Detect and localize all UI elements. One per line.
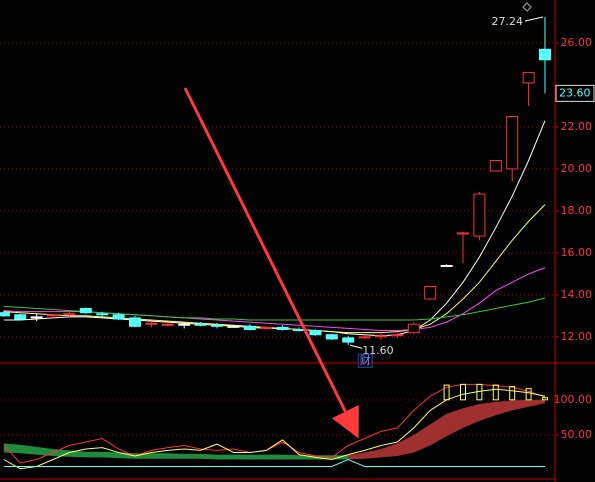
candle-body [342, 337, 355, 343]
moving-average [3, 204, 546, 334]
y-tick-label: 22.00 [561, 120, 593, 133]
candle-body [129, 317, 141, 327]
candle-body [506, 115, 519, 170]
y-tick-label: 50.00 [561, 428, 593, 441]
indicator-bar [492, 384, 499, 401]
candle-body [276, 326, 289, 330]
indicator-bar [509, 385, 516, 401]
candle-body [30, 316, 43, 319]
candle-body [63, 313, 76, 316]
candle-body [112, 314, 125, 320]
high-pointer [524, 16, 544, 22]
candle-body [473, 193, 486, 237]
candle-body [96, 313, 109, 316]
low-pointer [350, 344, 363, 349]
indicator-line [3, 388, 546, 470]
y-tick-label: 18.00 [561, 204, 593, 217]
candle-body [539, 48, 551, 61]
indicator-line [3, 383, 546, 464]
price-label: 23.60 [559, 86, 591, 99]
price-box [555, 84, 595, 102]
candle-body [194, 323, 207, 326]
indicator-bar [460, 383, 466, 401]
candle-body [14, 314, 27, 320]
candle-body [47, 314, 59, 317]
indicator-bar [542, 397, 548, 401]
y-tick-label: 16.00 [561, 246, 593, 259]
note-box [357, 353, 373, 368]
band-area [348, 399, 545, 460]
candle-body [211, 324, 223, 327]
candle-body [391, 334, 404, 337]
candle-body [358, 336, 371, 339]
candle-body [375, 335, 387, 338]
candle-body [227, 325, 240, 328]
candle-body [325, 334, 338, 340]
moving-average [3, 120, 546, 337]
candle-body [79, 307, 92, 314]
indicator-bar [443, 384, 450, 401]
candle-body [260, 326, 273, 329]
y-tick-label: 100.00 [554, 393, 593, 406]
red-arrow [183, 87, 359, 439]
candle-body [407, 323, 420, 334]
candle-body [145, 322, 158, 325]
candle-body [293, 328, 305, 332]
y-tick-label: 26.00 [561, 36, 593, 49]
candle-body [440, 264, 453, 267]
candle-body [0, 312, 10, 317]
candle-body [522, 71, 535, 84]
moving-average [3, 267, 546, 331]
moving-average [3, 297, 546, 321]
candle-body [161, 323, 174, 326]
candle-body [178, 323, 191, 326]
y-tick-label: 20.00 [561, 162, 593, 175]
indicator-bar [476, 383, 483, 401]
indicator-bar [525, 388, 532, 401]
y-tick-label: 14.00 [561, 288, 593, 301]
candle-body [489, 160, 502, 172]
high-label: 27.24 [492, 15, 524, 28]
candle-body [457, 232, 469, 235]
candle-body [424, 285, 437, 300]
low-note: 财 [360, 353, 371, 367]
y-tick-label: 12.00 [561, 330, 593, 343]
candle-body [309, 330, 322, 336]
candle-body [243, 325, 256, 330]
indicator-line [3, 458, 545, 467]
diamond-icon [522, 2, 532, 12]
band-area [3, 443, 349, 460]
